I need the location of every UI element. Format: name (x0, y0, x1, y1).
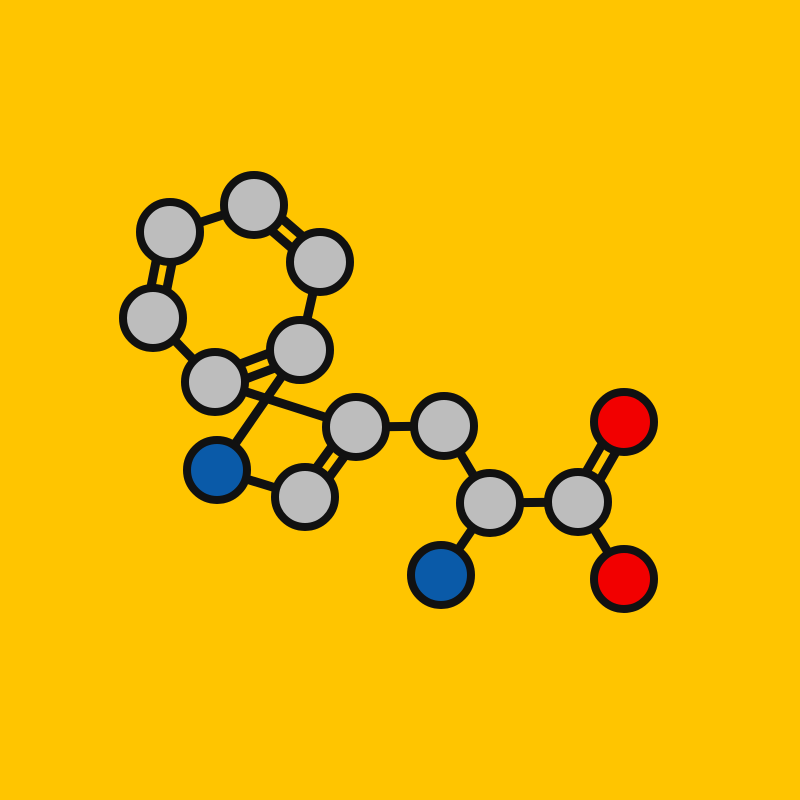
carbon-atom-c6 (286, 228, 354, 296)
carbon-atom-c10 (456, 469, 524, 537)
oxygen-atom-o2 (590, 545, 658, 613)
carbon-atom-c1 (220, 171, 288, 239)
carbon-atom-c4 (181, 348, 249, 416)
carbon-atom-c8 (322, 393, 390, 461)
atom-layer (119, 171, 658, 613)
carbon-atom-c7 (271, 463, 339, 531)
carbon-atom-c3 (119, 284, 187, 352)
oxygen-atom-o1 (590, 388, 658, 456)
nitrogen-atom-n2 (407, 541, 475, 609)
carbon-atom-c11 (544, 468, 612, 536)
carbon-atom-c5 (266, 316, 334, 384)
nitrogen-atom-n1 (183, 436, 251, 504)
carbon-atom-c2 (136, 198, 204, 266)
carbon-atom-c9 (410, 392, 478, 460)
